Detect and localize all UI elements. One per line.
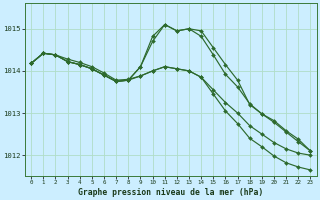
X-axis label: Graphe pression niveau de la mer (hPa): Graphe pression niveau de la mer (hPa) bbox=[78, 188, 263, 197]
